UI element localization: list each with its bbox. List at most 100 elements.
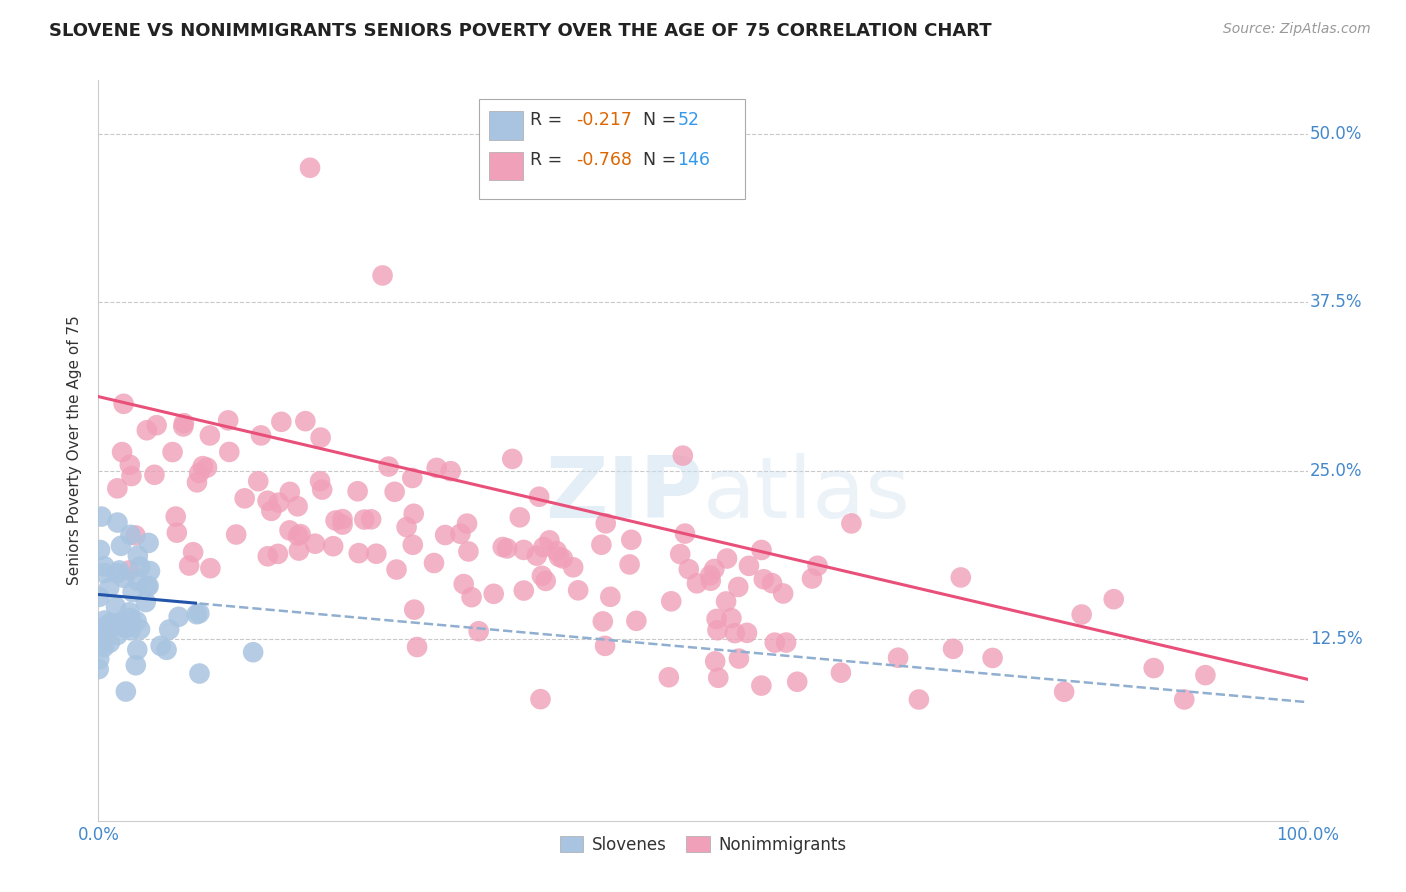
- Point: [188, 466, 211, 480]
- Point: [360, 512, 382, 526]
- Point: [260, 504, 283, 518]
- Point: [125, 614, 148, 628]
- Point: [107, 516, 129, 530]
- Point: [830, 665, 852, 680]
- Point: [626, 614, 648, 628]
- Point: [96, 622, 118, 636]
- Point: [94, 620, 117, 634]
- Point: [772, 586, 794, 600]
- Text: 37.5%: 37.5%: [1310, 293, 1362, 311]
- Point: [706, 612, 728, 626]
- Text: ZIP: ZIP: [546, 453, 703, 536]
- Point: [404, 602, 426, 616]
- Point: [173, 416, 195, 430]
- Point: [801, 572, 824, 586]
- Point: [366, 547, 388, 561]
- Point: [267, 547, 290, 561]
- Point: [482, 587, 505, 601]
- Point: [294, 414, 316, 428]
- Point: [107, 628, 129, 642]
- Point: [118, 563, 141, 577]
- Point: [942, 641, 965, 656]
- Point: [136, 579, 159, 593]
- Point: [139, 564, 162, 578]
- Point: [120, 624, 142, 638]
- Point: [714, 594, 737, 608]
- Point: [533, 540, 555, 554]
- Point: [595, 516, 617, 531]
- Point: [678, 562, 700, 576]
- Point: [395, 520, 418, 534]
- Point: [562, 560, 585, 574]
- Point: [384, 484, 406, 499]
- Point: [256, 493, 278, 508]
- Text: N =: N =: [643, 111, 682, 128]
- Text: N =: N =: [643, 152, 682, 169]
- Point: [200, 561, 222, 575]
- Point: [114, 621, 136, 635]
- Point: [686, 576, 709, 591]
- Point: [546, 544, 568, 558]
- Point: [179, 558, 201, 573]
- Point: [135, 423, 157, 437]
- Y-axis label: Seniors Poverty Over the Age of 75: Seniors Poverty Over the Age of 75: [67, 316, 83, 585]
- Point: [110, 615, 132, 629]
- Point: [673, 526, 696, 541]
- Point: [121, 585, 143, 599]
- Point: [347, 546, 370, 560]
- Point: [501, 451, 523, 466]
- FancyBboxPatch shape: [489, 112, 523, 139]
- Point: [111, 445, 134, 459]
- Text: -0.768: -0.768: [576, 152, 633, 169]
- Point: [492, 540, 515, 554]
- Point: [93, 559, 115, 574]
- Point: [908, 692, 931, 706]
- Point: [699, 568, 721, 582]
- Point: [1143, 661, 1166, 675]
- Point: [89, 543, 111, 558]
- Point: [786, 674, 808, 689]
- Point: [402, 507, 425, 521]
- Point: [105, 481, 128, 495]
- Point: [172, 419, 194, 434]
- Point: [115, 684, 138, 698]
- Point: [89, 652, 111, 666]
- Point: [104, 599, 127, 614]
- Point: [763, 635, 786, 649]
- Point: [311, 483, 333, 497]
- Point: [703, 562, 725, 576]
- Text: 50.0%: 50.0%: [1310, 125, 1362, 143]
- Point: [707, 671, 730, 685]
- Point: [198, 428, 221, 442]
- Point: [738, 558, 761, 573]
- Point: [735, 625, 758, 640]
- Point: [440, 464, 463, 478]
- Point: [278, 524, 301, 538]
- Legend: Slovenes, Nonimmigrants: Slovenes, Nonimmigrants: [553, 829, 853, 861]
- Point: [288, 543, 311, 558]
- Point: [127, 574, 149, 588]
- Point: [1053, 685, 1076, 699]
- Point: [149, 639, 172, 653]
- Point: [90, 509, 112, 524]
- Text: 52: 52: [678, 111, 700, 128]
- Text: atlas: atlas: [703, 453, 911, 536]
- Point: [167, 609, 190, 624]
- Point: [761, 576, 783, 591]
- Point: [449, 526, 471, 541]
- Point: [434, 528, 457, 542]
- Point: [242, 645, 264, 659]
- Point: [195, 460, 218, 475]
- Point: [727, 580, 749, 594]
- Point: [806, 558, 828, 573]
- Text: R =: R =: [530, 111, 568, 128]
- Point: [496, 541, 519, 556]
- Point: [1173, 692, 1195, 706]
- Point: [659, 594, 682, 608]
- Point: [467, 624, 489, 639]
- Point: [325, 514, 347, 528]
- Text: Source: ZipAtlas.com: Source: ZipAtlas.com: [1223, 22, 1371, 37]
- Point: [247, 474, 270, 488]
- Point: [402, 538, 425, 552]
- Point: [87, 662, 110, 676]
